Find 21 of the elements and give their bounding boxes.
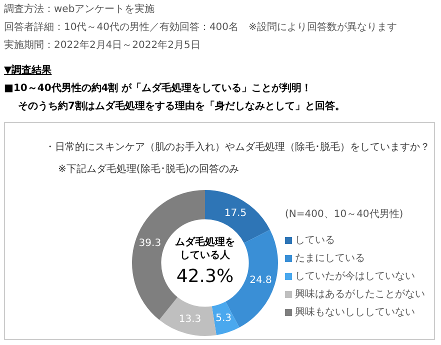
data-label: 13.3 [178, 314, 202, 326]
text: そのうち約7割はムダ毛処理をする理由を「身だしなみとして」と回答。 [18, 100, 345, 113]
text: 42.3% [175, 266, 235, 287]
chart-title: ・日常的にスキンケア（肌のお手入れ）やムダ毛処理（除毛･脱毛）をしていますか？ [45, 140, 430, 154]
text: 調査方法：webアンケートを実施 [4, 2, 155, 16]
data-label: 5.3 [216, 312, 232, 324]
text: ▼調査結果 [4, 63, 52, 77]
legend-title: (N=400、10～40代男性) [285, 208, 404, 222]
data-label: 24.8 [250, 275, 272, 286]
chart-subtitle: ※下記ムダ毛処理(除毛･脱毛)の回答のみ [58, 162, 240, 176]
text: 回答者詳細：10代～40代の男性／有効回答：400名 ※設問により回答数が異なります [4, 20, 397, 34]
data-label: 17.5 [224, 208, 247, 219]
data-label: 39.3 [138, 238, 162, 250]
text: 実施期間：2022年2月4日～2022年2月5日 [4, 38, 200, 52]
legend-label: していたが今はしていない [295, 270, 415, 283]
legend-label: たまにしている [295, 252, 365, 265]
legend-label: 興味もないしししていない [295, 306, 415, 319]
legend-label: 興味はあるがしたことがない [295, 288, 425, 301]
legend-label: している [295, 234, 335, 247]
text: ■10～40代男性の約4割 が「ムダ毛処理をしている」ことが判明！ [4, 82, 312, 95]
text: ムダ毛処理をしている人 [174, 236, 236, 262]
